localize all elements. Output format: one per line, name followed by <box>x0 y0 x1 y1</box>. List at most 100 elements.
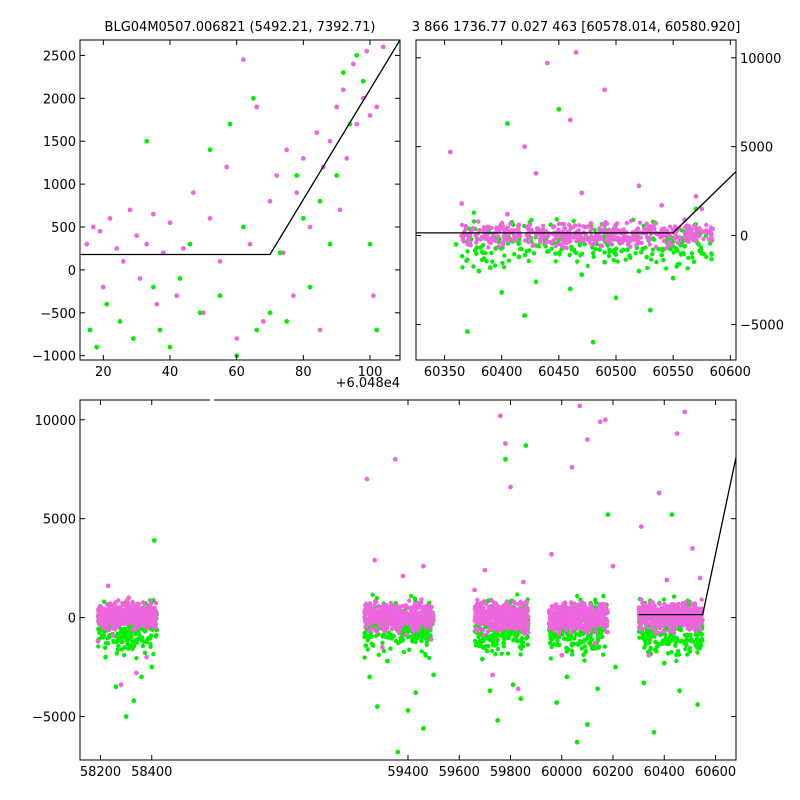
series-b-point <box>550 622 556 627</box>
series-b-point <box>373 615 379 620</box>
series-a-point <box>424 642 429 647</box>
series-a-point <box>681 252 687 257</box>
series-b-point <box>502 603 507 608</box>
series-b-point <box>559 652 565 658</box>
series-b-point <box>649 228 654 233</box>
series-b-point <box>500 242 506 247</box>
series-b-point <box>573 612 579 617</box>
series-b-point <box>508 221 513 226</box>
series-a-point <box>525 642 530 647</box>
series-b-point <box>693 604 698 610</box>
series-a-point <box>606 253 612 259</box>
series-b-point <box>407 598 412 603</box>
series-a-point <box>240 224 246 230</box>
series-a-point <box>661 257 666 263</box>
series-a-point <box>362 655 367 660</box>
series-b-point <box>664 246 669 251</box>
series-b-point <box>481 632 487 638</box>
series-a-point <box>483 250 488 256</box>
series-b-point <box>485 629 490 635</box>
series-a-point <box>207 147 213 153</box>
y-tick-label: 5000 <box>43 513 76 528</box>
series-a-point <box>388 632 393 637</box>
series-b-point <box>340 87 346 93</box>
series-a-point <box>676 652 682 657</box>
series-a-point <box>365 647 370 652</box>
series-a-point <box>553 251 558 256</box>
series-b-point <box>149 606 154 612</box>
series-a-point <box>545 249 550 255</box>
series-a-point <box>677 688 682 694</box>
series-a-point <box>481 256 487 261</box>
series-b-point <box>517 607 522 612</box>
series-a-point <box>651 729 657 735</box>
series-b-point <box>567 228 572 234</box>
series-b-point <box>496 234 501 239</box>
series-b-point <box>624 220 629 226</box>
series-a-point <box>114 651 120 656</box>
series-a-point <box>605 512 611 518</box>
series-a-point <box>151 651 156 657</box>
series-a-point <box>128 643 133 648</box>
series-a-point <box>685 266 690 271</box>
series-b-point <box>509 607 515 612</box>
series-b-point <box>504 599 509 604</box>
series-b-point <box>493 611 498 616</box>
series-b-point <box>597 419 603 425</box>
series-b-point <box>118 619 123 624</box>
series-b-point <box>569 610 574 615</box>
series-a-point <box>522 223 527 229</box>
series-b-point <box>697 575 703 581</box>
series-b-point <box>104 601 110 607</box>
series-a-point <box>695 702 700 707</box>
x-tick-label: 58200 <box>80 765 121 780</box>
series-b-point <box>519 612 524 618</box>
series-a-point <box>684 633 689 639</box>
series-b-point <box>679 621 685 626</box>
series-b-point <box>84 241 90 247</box>
series-b-point <box>637 220 643 225</box>
series-b-point <box>90 224 96 230</box>
series-a-point <box>644 255 649 260</box>
series-b-point <box>107 601 113 606</box>
series-b-point <box>583 628 588 634</box>
series-b-point <box>661 622 667 627</box>
series-a-point <box>142 650 148 655</box>
series-b-point <box>429 615 434 620</box>
series-a-point <box>472 248 478 253</box>
series-b-point <box>585 437 590 442</box>
series-a-point <box>684 637 689 642</box>
series-a-point <box>483 625 489 630</box>
series-b-point <box>512 600 517 606</box>
series-b-point <box>350 61 356 67</box>
series-a-point <box>666 641 671 647</box>
series-b-point <box>118 682 124 688</box>
series-a-point <box>669 650 674 655</box>
series-b-point <box>494 225 499 230</box>
series-b-point <box>459 222 465 228</box>
series-b-point <box>524 616 529 621</box>
series-b-point <box>111 614 116 620</box>
series-a-point <box>551 634 556 640</box>
series-b-point <box>637 626 642 632</box>
series-b-point <box>541 223 546 229</box>
x-tick-label: 58400 <box>131 765 172 780</box>
series-b-point <box>473 627 479 632</box>
series-b-point <box>577 403 583 409</box>
series-a-point <box>674 658 679 664</box>
x-tick-label: 60600 <box>710 365 751 380</box>
series-b-point <box>501 615 506 621</box>
series-a-point <box>512 252 517 257</box>
series-a-point <box>117 319 123 324</box>
series-b-point <box>363 602 368 608</box>
series-b-point <box>240 57 246 63</box>
series-a-point <box>423 651 428 657</box>
series-b-point <box>496 244 501 249</box>
series-a-point <box>691 259 697 264</box>
series-b-point <box>374 610 379 615</box>
series-a-point <box>487 688 493 694</box>
series-b-point <box>224 164 230 170</box>
series-b-point <box>491 600 497 605</box>
y-tick-label: 2000 <box>43 92 76 107</box>
series-b-point <box>393 609 398 615</box>
